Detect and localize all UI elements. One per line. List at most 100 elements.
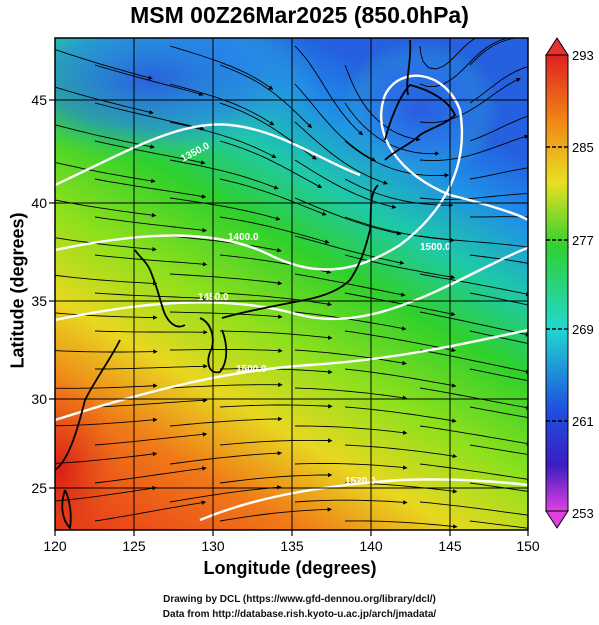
contour-line — [55, 328, 528, 422]
streamline — [219, 140, 323, 188]
x-tick-label: 135 — [280, 538, 304, 554]
streamline — [55, 237, 157, 252]
streamline — [169, 45, 274, 90]
streamline — [219, 64, 313, 129]
streamline — [469, 368, 528, 382]
y-axis-label: Latitude (degrees) — [7, 212, 28, 369]
streamline — [94, 64, 204, 97]
streamline — [419, 349, 528, 374]
streamline — [469, 444, 528, 456]
streamline — [419, 191, 528, 200]
streamline — [469, 406, 528, 419]
streamline — [469, 216, 528, 218]
contour-label: 1500.0 — [420, 242, 451, 253]
streamline — [294, 499, 408, 505]
streamline — [169, 121, 277, 158]
streamline — [295, 425, 408, 435]
y-tick-label: 40 — [31, 195, 47, 211]
colorbar: 293 285 277 269 261 253 — [545, 37, 594, 529]
colorbar-tick-label: 253 — [572, 506, 594, 521]
taiwan-coast — [61, 489, 72, 530]
geopotential-contours — [55, 74, 528, 522]
streamline — [55, 417, 158, 427]
colorbar-max-triangle — [545, 37, 569, 56]
y-tick-label: 45 — [31, 92, 47, 108]
streamline — [94, 140, 206, 165]
streamline — [55, 274, 158, 286]
colorbar-scale — [545, 54, 569, 512]
streamline — [55, 161, 156, 184]
streamline — [169, 382, 283, 389]
x-tick-label: 130 — [201, 538, 225, 554]
streamline — [419, 273, 528, 297]
streamline — [94, 254, 208, 267]
streamline — [294, 45, 364, 136]
streamline — [469, 167, 528, 180]
streamline — [169, 197, 281, 221]
streamline — [469, 38, 518, 66]
contour-label: 1500.0 — [236, 364, 267, 375]
streamline — [219, 216, 330, 244]
streamline — [469, 292, 528, 306]
contour-line — [55, 123, 361, 187]
streamline — [55, 124, 155, 149]
contour-line — [55, 246, 528, 322]
contour-label: 1520.0 — [345, 476, 376, 487]
streamline — [344, 444, 458, 459]
streamline — [94, 292, 208, 301]
streamline — [344, 292, 456, 317]
streamline — [294, 311, 407, 331]
streamline — [169, 235, 282, 253]
streamline — [169, 450, 283, 465]
streamline — [419, 425, 528, 446]
streamline — [294, 387, 408, 401]
y-tick-label: 25 — [31, 480, 47, 496]
streamline — [95, 364, 208, 370]
streamline — [219, 438, 333, 446]
drawing-credit: Drawing by DCL (https://www.gfd-dennou.o… — [163, 594, 436, 605]
streamline — [469, 520, 528, 529]
china-coast — [55, 339, 121, 471]
grid-lines — [55, 38, 528, 530]
streamline — [294, 349, 407, 366]
streamline — [55, 199, 157, 218]
streamline — [219, 178, 327, 216]
y-tick-label: 30 — [31, 391, 47, 407]
streamline — [344, 406, 457, 423]
streamline — [344, 254, 456, 280]
streamline — [169, 311, 283, 319]
streamline — [294, 121, 389, 185]
streamline — [94, 500, 207, 522]
y-tick-labels: 25 30 35 40 45 — [31, 92, 47, 496]
streamline — [419, 387, 528, 410]
streamline — [219, 330, 333, 340]
contour-label: 1400.0 — [228, 232, 259, 243]
streamline — [294, 197, 402, 236]
streamline — [469, 330, 528, 344]
contour-label: 1450.0 — [198, 292, 229, 303]
korea-coast — [134, 249, 186, 328]
streamline — [94, 432, 208, 446]
streamline — [344, 330, 456, 353]
streamline — [294, 235, 405, 265]
hokkaido-coast — [384, 84, 457, 161]
kyushu-coast — [199, 317, 228, 374]
colorbar-tick-label: 277 — [572, 233, 594, 248]
x-tick-label: 120 — [43, 538, 67, 554]
streamline — [169, 485, 282, 503]
streamline — [419, 38, 516, 88]
streamline — [94, 102, 205, 131]
streamline — [344, 102, 440, 156]
x-tick-label: 125 — [122, 538, 146, 554]
data-credit: Data from http://database.rish.kyoto-u.a… — [162, 609, 437, 620]
streamline — [419, 501, 528, 518]
streamline — [344, 520, 458, 529]
chart-title: MSM 00Z26Mar2025 (850.0hPa) — [130, 2, 469, 28]
streamline — [419, 463, 528, 482]
streamline — [294, 273, 406, 297]
streamline — [344, 178, 454, 208]
x-tick-label: 145 — [438, 538, 462, 554]
colorbar-tick-label: 261 — [572, 414, 594, 429]
streamline — [55, 485, 157, 502]
streamline — [219, 472, 333, 484]
